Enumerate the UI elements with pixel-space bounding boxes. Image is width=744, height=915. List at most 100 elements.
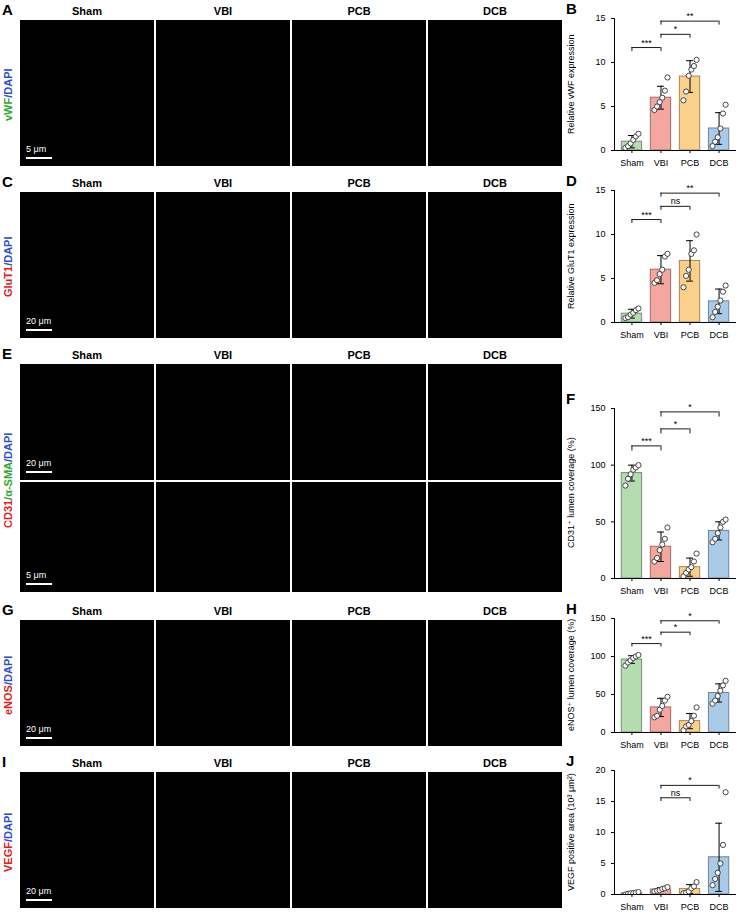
html-text:vWF: vWF bbox=[2, 98, 14, 122]
html-text:20 μm: 20 μm bbox=[26, 458, 52, 468]
svg-text:100: 100 bbox=[590, 460, 605, 470]
svg-text:0: 0 bbox=[600, 145, 605, 155]
html-text:/DAPI: /DAPI bbox=[2, 812, 14, 842]
svg-text:0: 0 bbox=[600, 727, 605, 737]
svg-text:DCB: DCB bbox=[710, 740, 729, 750]
html-text:D: D bbox=[566, 172, 577, 189]
svg-text:10: 10 bbox=[595, 229, 605, 239]
svg-text:PCB: PCB bbox=[681, 586, 700, 596]
svg-text:VBI: VBI bbox=[654, 586, 669, 596]
svg-text:15: 15 bbox=[595, 185, 605, 195]
html-text:20 μm: 20 μm bbox=[26, 886, 52, 896]
html-text:PCB: PCB bbox=[347, 605, 371, 617]
svg-text:50: 50 bbox=[595, 517, 605, 527]
html-text:eNOS: eNOS bbox=[2, 684, 14, 715]
html-text:PCB: PCB bbox=[347, 757, 371, 769]
html-text:GluT1: GluT1 bbox=[2, 266, 14, 298]
html-text:20 μm: 20 μm bbox=[26, 316, 52, 326]
html-text:/α-SMA: /α-SMA bbox=[2, 461, 14, 500]
html-text:DCB: DCB bbox=[483, 757, 507, 769]
svg-text:***: *** bbox=[641, 38, 652, 48]
html-text:VEGF: VEGF bbox=[2, 841, 14, 872]
svg-text:Sham: Sham bbox=[620, 586, 644, 596]
svg-text:5: 5 bbox=[600, 273, 605, 283]
svg-text:*: * bbox=[674, 24, 678, 34]
html-text:VBI: VBI bbox=[213, 757, 233, 769]
html-text:VBI: VBI bbox=[213, 605, 233, 617]
svg-text:*: * bbox=[674, 419, 678, 429]
svg-text:DCB: DCB bbox=[710, 158, 729, 168]
html-text:A: A bbox=[2, 1, 13, 18]
svg-text:20: 20 bbox=[595, 765, 605, 775]
svg-text:VBI: VBI bbox=[654, 740, 669, 750]
svg-text:*: * bbox=[688, 611, 692, 621]
svg-text:PCB: PCB bbox=[681, 158, 700, 168]
svg-text:VBI: VBI bbox=[654, 158, 669, 168]
svg-text:PCB: PCB bbox=[681, 330, 700, 340]
svg-text:PCB: PCB bbox=[681, 740, 700, 750]
html-text:G: G bbox=[2, 601, 14, 618]
svg-text:5: 5 bbox=[600, 858, 605, 868]
svg-text:10: 10 bbox=[595, 827, 605, 837]
svg-text:***: *** bbox=[641, 436, 652, 446]
svg-text:0: 0 bbox=[600, 317, 605, 327]
svg-text:10: 10 bbox=[595, 57, 605, 67]
svg-text:150: 150 bbox=[590, 613, 605, 623]
html-text:VBI: VBI bbox=[213, 5, 233, 17]
html-text:H: H bbox=[566, 600, 577, 617]
svg-text:DCB: DCB bbox=[710, 586, 729, 596]
svg-text:*: * bbox=[688, 775, 692, 785]
html-text:5 μm: 5 μm bbox=[26, 144, 47, 154]
html-text:C: C bbox=[2, 173, 13, 190]
svg-text:150: 150 bbox=[590, 403, 605, 413]
html-text:Sham: Sham bbox=[72, 177, 102, 189]
svg-text:***: *** bbox=[641, 210, 652, 220]
html-text:DCB: DCB bbox=[483, 5, 507, 17]
html-text:VBI: VBI bbox=[213, 177, 233, 189]
svg-text:***: *** bbox=[641, 634, 652, 644]
svg-text:Sham: Sham bbox=[620, 158, 644, 168]
svg-text:100: 100 bbox=[590, 651, 605, 661]
svg-text:VBI: VBI bbox=[654, 902, 669, 912]
html-text:/DAPI: /DAPI bbox=[2, 236, 14, 267]
html-text:Sham: Sham bbox=[72, 605, 102, 617]
svg-text:50: 50 bbox=[595, 689, 605, 699]
html-text:DCB: DCB bbox=[483, 177, 507, 189]
svg-text:Sham: Sham bbox=[620, 330, 644, 340]
svg-text:0: 0 bbox=[600, 573, 605, 583]
html-text:Sham: Sham bbox=[72, 5, 102, 17]
svg-text:15: 15 bbox=[595, 796, 605, 806]
svg-text:DCB: DCB bbox=[710, 902, 729, 912]
html-text:PCB: PCB bbox=[347, 5, 371, 17]
html-text:VBI: VBI bbox=[213, 349, 233, 361]
html-text:Sham: Sham bbox=[72, 349, 102, 361]
svg-text:5: 5 bbox=[600, 101, 605, 111]
svg-text:DCB: DCB bbox=[710, 330, 729, 340]
html-text:/DAPI: /DAPI bbox=[2, 432, 14, 462]
html-text:DCB: DCB bbox=[483, 349, 507, 361]
html-text:/DAPI: /DAPI bbox=[2, 655, 14, 685]
html-text:CD31: CD31 bbox=[2, 499, 14, 528]
html-text:Relative vWF expression: Relative vWF expression bbox=[566, 34, 576, 134]
svg-text:Sham: Sham bbox=[620, 902, 644, 912]
svg-text:**: ** bbox=[687, 11, 695, 21]
html-text:PCB: PCB bbox=[347, 177, 371, 189]
html-text:5 μm: 5 μm bbox=[26, 570, 47, 580]
svg-text:ns: ns bbox=[671, 788, 681, 798]
html-text:Sham: Sham bbox=[72, 757, 102, 769]
svg-text:**: ** bbox=[687, 183, 695, 193]
html-text:PCB: PCB bbox=[347, 349, 371, 361]
svg-text:0: 0 bbox=[600, 889, 605, 899]
svg-text:PCB: PCB bbox=[681, 902, 700, 912]
svg-text:*: * bbox=[674, 622, 678, 632]
html-text:B: B bbox=[566, 0, 577, 17]
html-text:E: E bbox=[2, 345, 12, 362]
svg-text:VBI: VBI bbox=[654, 330, 669, 340]
html-text:DCB: DCB bbox=[483, 605, 507, 617]
html-text:/DAPI: /DAPI bbox=[2, 68, 14, 99]
svg-text:15: 15 bbox=[595, 13, 605, 23]
html-text:20 μm: 20 μm bbox=[26, 724, 52, 734]
svg-text:*: * bbox=[688, 402, 692, 412]
svg-text:Sham: Sham bbox=[620, 740, 644, 750]
svg-text:ns: ns bbox=[671, 196, 681, 206]
